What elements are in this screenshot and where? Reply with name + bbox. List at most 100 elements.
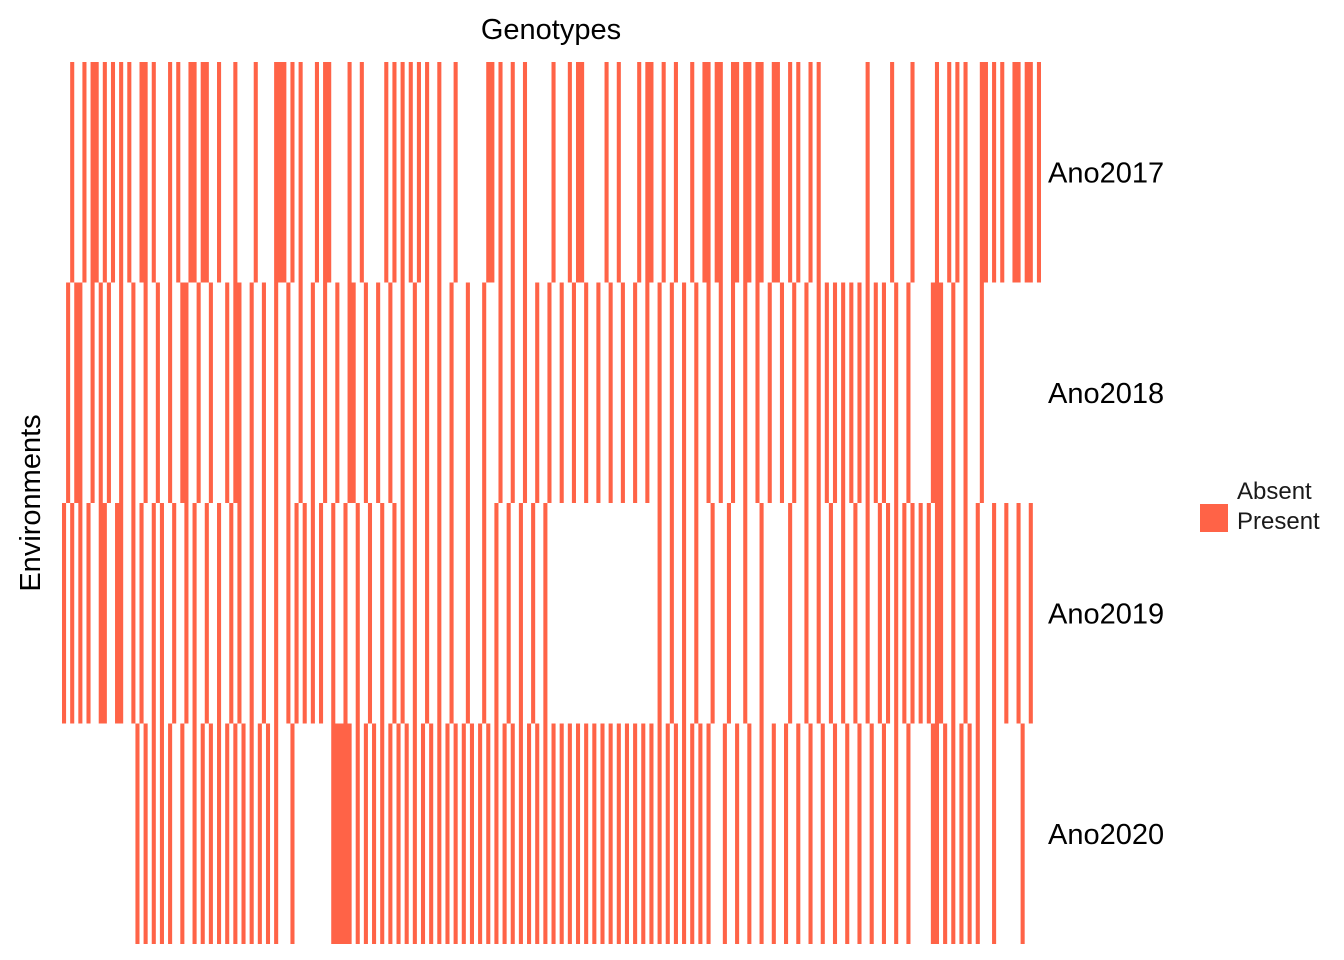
heatmap-cell [217, 62, 222, 283]
heatmap-cell [955, 62, 960, 283]
heatmap-cell [323, 282, 328, 503]
heatmap-cell [665, 723, 670, 944]
heatmap-cell [469, 723, 474, 944]
heatmap-cell [531, 503, 536, 724]
heatmap-cell [841, 503, 846, 724]
heatmap-cell [894, 723, 899, 944]
y-axis-title: Environments [15, 414, 47, 591]
heatmap-cell [722, 723, 727, 944]
heatmap-cell [139, 62, 148, 283]
row-label-Ano2020: Ano2020 [1048, 819, 1164, 851]
heatmap-cell [355, 723, 360, 944]
heatmap-cell [82, 62, 87, 283]
heatmap-cell [482, 503, 487, 724]
x-axis-title: Genotypes [481, 14, 621, 46]
heatmap-cell [200, 723, 205, 944]
heatmap-cell [298, 62, 303, 283]
heatmap-cell [265, 723, 271, 944]
heatmap-cell [70, 503, 75, 724]
heatmap-cell [453, 62, 458, 283]
heatmap-cell [551, 62, 556, 283]
heatmap-cell [535, 723, 540, 944]
heatmap-cell [412, 282, 417, 503]
heatmap-cell [522, 62, 528, 283]
heatmap-cell [90, 282, 95, 503]
heatmap-cell [233, 62, 238, 283]
heatmap-cell [726, 503, 731, 724]
heatmap-cell [767, 282, 772, 503]
legend-label-absent: Absent [1237, 478, 1312, 505]
heatmap-cell [735, 723, 740, 944]
heatmap-cell [992, 503, 997, 724]
heatmap-cell [796, 62, 801, 283]
heatmap-cell [412, 723, 417, 944]
heatmap-cell [510, 62, 515, 283]
heatmap-cell [127, 62, 132, 283]
heatmap-cell [604, 62, 609, 283]
heatmap-cell [425, 62, 430, 283]
heatmap-cell [208, 282, 213, 503]
heatmap-cell [241, 723, 246, 944]
heatmap-cell [176, 62, 181, 283]
heatmap-cell [641, 723, 646, 944]
heatmap-row-Ano2018 [66, 282, 984, 503]
heatmap-cell [192, 503, 197, 724]
heatmap-cell [261, 503, 266, 724]
heatmap-cell [906, 282, 911, 503]
heatmap-cell [902, 503, 907, 724]
heatmap-cell [188, 62, 197, 283]
heatmap-cell [743, 282, 748, 503]
heatmap-cell [510, 282, 515, 503]
heatmap-cell [331, 503, 336, 724]
heatmap-cell [449, 503, 454, 724]
heatmap-cell [788, 503, 793, 724]
heatmap-cell [70, 62, 75, 283]
heatmap-cell [702, 62, 711, 283]
heatmap-cell [616, 723, 621, 944]
heatmap-cell [934, 503, 944, 724]
heatmap-cell [233, 723, 238, 944]
heatmap-cell [180, 723, 185, 944]
heatmap-cell [323, 62, 332, 283]
heatmap-cell [429, 723, 434, 944]
heatmap-cell [592, 723, 597, 944]
heatmap-cell [669, 282, 674, 503]
heatmap-cell [318, 503, 324, 724]
heatmap-cell [600, 723, 605, 944]
heatmap-cell [975, 503, 980, 724]
heatmap-cell [257, 723, 262, 944]
heatmap-cell [66, 282, 71, 503]
heatmap-cell [425, 282, 430, 503]
heatmap-cell [119, 62, 124, 283]
heatmap-cell [494, 503, 499, 724]
heatmap-cell [465, 503, 470, 724]
row-label-Ano2017: Ano2017 [1048, 157, 1164, 189]
heatmap-cell [363, 723, 368, 944]
heatmap-cell [934, 62, 940, 283]
heatmap-cell [979, 62, 988, 283]
heatmap-cell [449, 282, 454, 503]
heatmap-cell [682, 282, 687, 503]
heatmap-cell [310, 503, 315, 724]
heatmap-cell [453, 723, 458, 944]
heatmap-cell [192, 723, 197, 944]
heatmap-cell [682, 503, 687, 724]
heatmap-cell [906, 723, 911, 944]
heatmap-cell [784, 723, 789, 944]
heatmap-cell [90, 62, 99, 283]
heatmap-cell [286, 503, 291, 724]
heatmap-cell [682, 723, 687, 944]
heatmap-cell [743, 503, 748, 724]
heatmap-cell [645, 62, 654, 283]
heatmap-cell [404, 723, 409, 944]
heatmap-row-Ano2020 [135, 723, 1025, 944]
heatmap-cell [229, 503, 234, 724]
heatmap-cell [437, 723, 442, 944]
heatmap-cell [841, 282, 846, 503]
legend-absent-swatch [1200, 476, 1228, 504]
heatmap-cell [110, 62, 116, 283]
heatmap-cell [478, 723, 483, 944]
legend-present-swatch [1200, 504, 1228, 532]
heatmap-cell [547, 282, 552, 503]
heatmap-cell [437, 282, 442, 503]
